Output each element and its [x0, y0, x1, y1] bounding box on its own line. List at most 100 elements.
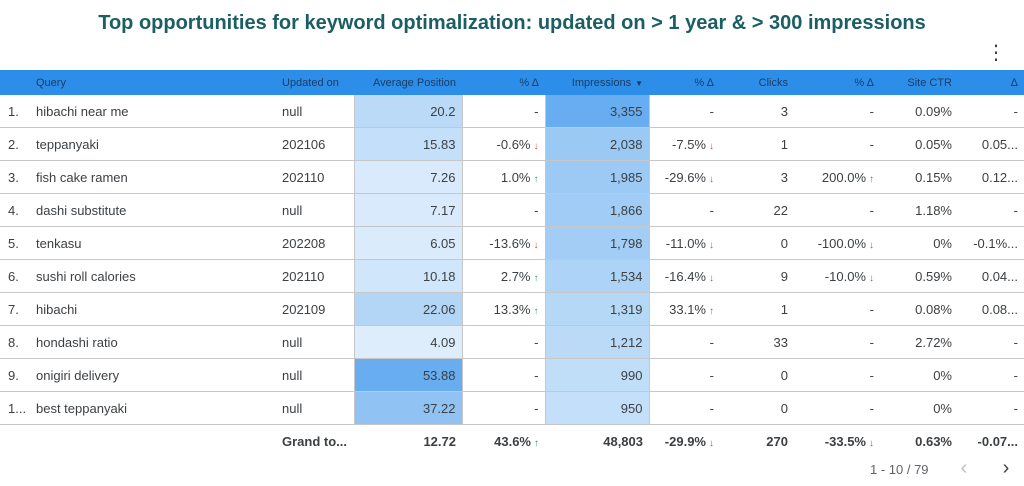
ctr-delta-header[interactable]: Δ: [958, 70, 1024, 95]
ctr-delta-cell: 0.12...: [958, 160, 1024, 194]
table-body: 1. hibachi near me null 20.2-3,355-3-0.09% -…: [0, 95, 1024, 425]
updated-on-header[interactable]: Updated on: [276, 70, 354, 95]
ctr-cell: 0%: [880, 358, 958, 392]
impressions-header[interactable]: Impressions ▼: [545, 70, 649, 95]
clicks-delta-cell: -: [794, 95, 880, 128]
avg-position-delta-cell: -13.6% ↓: [462, 226, 545, 260]
ctr-delta-cell: 0.08...: [958, 292, 1024, 326]
impressions-delta-cell: -29.6% ↓: [649, 160, 720, 194]
table-row[interactable]: 2. teppanyaki 202106 15.83 -0.6% ↓ 2,038 -7.5% ↓…: [0, 127, 1024, 161]
arrow-down-icon: ↓: [709, 140, 714, 152]
avg-position-delta-cell: -: [462, 358, 545, 392]
avg-position-cell: 7.17: [353, 193, 463, 227]
impressions-delta-cell-value: -29.6%: [664, 169, 706, 185]
table-row[interactable]: 5. tenkasu 202208 6.05 -13.6% ↓ 1,798 -11.0% ↓ 0-…: [0, 226, 1024, 260]
clicks-cell: 9: [720, 259, 794, 293]
arrow-up-icon: ↑: [533, 305, 539, 317]
avg-position-header[interactable]: Average Position: [354, 70, 462, 95]
ctr-delta-cell: 0.05...: [958, 127, 1024, 161]
total-clicks-delta: -33.5% ↓: [794, 425, 880, 459]
table-row[interactable]: 1... best teppanyaki null 37.22-950-0-0% -: [0, 391, 1024, 425]
updated-on-cell: 202110: [276, 160, 354, 194]
ctr-cell: 0.08%: [880, 292, 958, 326]
clicks-cell: 0: [720, 391, 794, 425]
total-avg-position: 12.72: [423, 434, 456, 449]
row-index: 2.: [0, 127, 30, 161]
ctr-cell: 0.59%: [880, 259, 958, 293]
avg-position-delta-cell: 1.0% ↑: [462, 160, 545, 194]
arrow-down-icon: ↓: [533, 239, 539, 251]
clicks-delta-cell-value: -10.0%: [824, 268, 866, 284]
impressions-delta-header[interactable]: % Δ: [649, 70, 720, 95]
index-header: [0, 70, 30, 95]
updated-on-cell: 202110: [276, 259, 354, 293]
table-row[interactable]: 7. hibachi 202109 22.06 13.3% ↑ 1,319 33.1% ↑ 1-0…: [0, 292, 1024, 326]
arrow-up-icon: ↑: [533, 272, 539, 284]
clicks-header[interactable]: Clicks: [720, 70, 794, 95]
arrow-down-icon: ↓: [869, 272, 874, 284]
avg-position-delta-cell-value: -: [534, 367, 539, 383]
avg-position-cell: 22.06: [353, 292, 463, 326]
arrow-up-icon: ↑: [709, 305, 714, 317]
ctr-cell: 2.72%: [880, 325, 958, 359]
avg-position-delta-cell-value: -: [534, 400, 539, 416]
total-index-cell: [0, 425, 30, 459]
clicks-delta-cell-value: -: [869, 400, 874, 416]
clicks-delta-cell-value: -: [869, 136, 874, 152]
ctr-delta-cell: -0.1%...: [958, 226, 1024, 260]
updated-on-cell: null: [276, 95, 354, 128]
clicks-delta-cell-value: -: [869, 103, 874, 119]
impressions-delta-cell-value: -: [709, 103, 714, 119]
query-cell: hondashi ratio: [30, 325, 276, 359]
row-index: 5.: [0, 226, 30, 260]
arrow-down-icon: ↓: [709, 173, 714, 185]
table-row[interactable]: 9. onigiri delivery null 53.88-990-0-0% -: [0, 358, 1024, 392]
table-row[interactable]: 3. fish cake ramen 202110 7.26 1.0% ↑ 1,985 -29…: [0, 160, 1024, 194]
grand-total-label: Grand to...: [282, 434, 347, 449]
ctr-header[interactable]: Site CTR: [880, 70, 958, 95]
avg-position-delta-cell-value: -13.6%: [489, 235, 531, 251]
table-row[interactable]: 6. sushi roll calories 202110 10.18 2.7% ↑ 1,5…: [0, 259, 1024, 293]
avg-position-delta-cell: -: [462, 95, 545, 128]
avg-position-delta-cell: -0.6% ↓: [462, 127, 545, 161]
clicks-delta-cell-value: -: [869, 301, 874, 317]
impressions-cell: 1,319: [544, 292, 650, 326]
total-ctr-delta: -0.07...: [977, 434, 1018, 449]
avg-position-delta-header[interactable]: % Δ: [462, 70, 545, 95]
updated-on-cell: 202208: [276, 226, 354, 260]
arrow-up-icon: ↑: [533, 173, 539, 185]
arrow-down-icon: ↓: [709, 239, 714, 251]
avg-position-cell: 4.09: [353, 325, 463, 359]
ctr-cell: 0.05%: [880, 127, 958, 161]
impressions-delta-cell: -11.0% ↓: [649, 226, 720, 260]
row-index: 1.: [0, 95, 30, 128]
avg-position-cell: 37.22: [353, 391, 463, 425]
table-row[interactable]: 4. dashi substitute null 7.17-1,866-22-1.18…: [0, 193, 1024, 227]
arrow-down-icon: ↓: [869, 438, 874, 449]
query-header[interactable]: Query: [30, 70, 276, 95]
row-index: 3.: [0, 160, 30, 194]
impressions-delta-cell: -: [649, 325, 720, 359]
total-ctr: 0.63%: [915, 434, 952, 449]
avg-position-cell: 53.88: [353, 358, 463, 392]
chevron-left-icon[interactable]: ‹: [960, 457, 968, 479]
updated-on-cell: null: [276, 193, 354, 227]
arrow-down-icon: ↓: [869, 239, 874, 251]
table-row[interactable]: 1. hibachi near me null 20.2-3,355-3-0.09% -: [0, 95, 1024, 128]
row-index: 8.: [0, 325, 30, 359]
ctr-delta-cell: -: [958, 391, 1024, 425]
updated-on-cell: 202106: [276, 127, 354, 161]
avg-position-delta-cell: 13.3% ↑: [462, 292, 545, 326]
clicks-delta-cell: -: [794, 127, 880, 161]
avg-position-delta-cell: -: [462, 193, 545, 227]
impressions-delta-cell: -16.4% ↓: [649, 259, 720, 293]
more-vert-icon[interactable]: ⋮: [986, 42, 1006, 64]
total-impressions-delta-value: -29.9%: [664, 434, 706, 449]
table-row[interactable]: 8. hondashi ratio null 4.09-1,212-33-2.72% -: [0, 325, 1024, 359]
clicks-cell: 22: [720, 193, 794, 227]
query-cell: dashi substitute: [30, 193, 276, 227]
clicks-delta-header[interactable]: % Δ: [794, 70, 880, 95]
chevron-right-icon[interactable]: ›: [1002, 457, 1010, 479]
row-index: 4.: [0, 193, 30, 227]
clicks-delta-cell: -: [794, 325, 880, 359]
